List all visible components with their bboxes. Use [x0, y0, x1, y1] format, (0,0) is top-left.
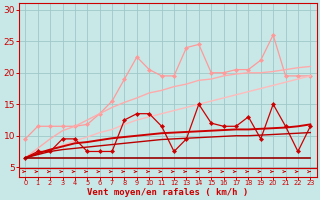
X-axis label: Vent moyen/en rafales ( km/h ): Vent moyen/en rafales ( km/h ): [87, 188, 248, 197]
